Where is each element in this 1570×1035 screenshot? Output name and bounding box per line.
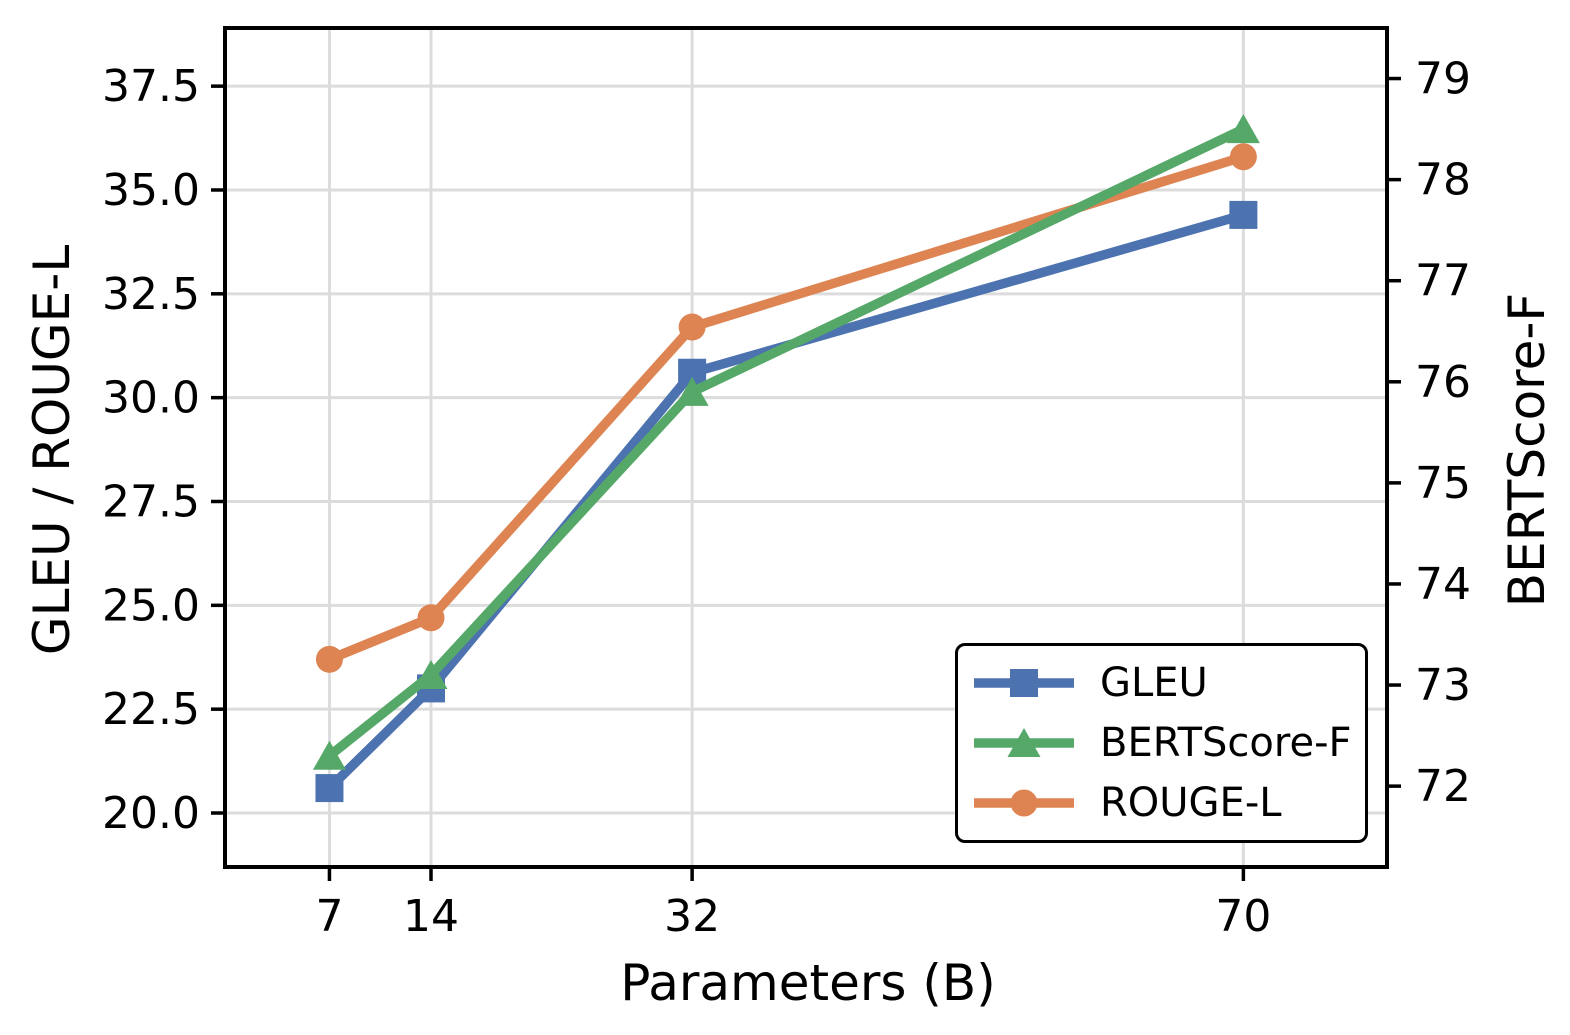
series-bertscore-f (312, 114, 1260, 770)
series-bertscore-f-line (326, 124, 1246, 760)
rouge-line-marker-icon (974, 789, 1074, 817)
legend-sample-marker (1010, 789, 1038, 817)
x-axis-title: Parameters (B) (620, 954, 996, 1012)
legend-sample-marker (1007, 728, 1041, 757)
series-rouge-l-marker (1229, 143, 1257, 171)
left-tick-label: 30.0 (102, 373, 200, 424)
legend-label-rouge: ROUGE-L (1100, 780, 1282, 826)
series-gleu-marker (315, 774, 344, 803)
series-bertscore-f-marker (414, 659, 448, 689)
right-tick-label: 78 (1415, 155, 1471, 206)
legend-label-bertscore: BERTScore-F (1100, 720, 1352, 766)
legend-item-bertscore: BERTScore-F (972, 720, 1365, 766)
left-tick-label: 22.5 (102, 684, 200, 735)
right-tick-label: 74 (1415, 559, 1471, 610)
gleu-line-marker-icon (974, 669, 1074, 697)
grid (225, 28, 1387, 867)
series-rouge-l (315, 143, 1257, 673)
series-bertscore-f-marker (312, 740, 346, 770)
left-tick-label: 37.5 (102, 61, 200, 112)
left-tick-label: 25.0 (102, 580, 200, 631)
right-tick-label: 76 (1415, 357, 1471, 408)
x-tick-label: 32 (664, 891, 720, 942)
right-tick-label: 73 (1415, 660, 1471, 711)
legend-item-rouge: ROUGE-L (972, 780, 1365, 826)
left-axis-title: GLEU / ROUGE-L (23, 244, 81, 656)
bertscore-line-marker-icon (974, 728, 1074, 757)
x-tick-label: 14 (403, 891, 459, 942)
left-tick-label: 27.5 (102, 476, 200, 527)
left-tick-label: 32.5 (102, 269, 200, 320)
right-tick-label: 75 (1415, 458, 1471, 509)
right-tick-label: 79 (1415, 54, 1471, 105)
tick-labels: 20.0 22.5 25.0 27.5 30.0 32.5 35.0 37.5 72 73 74 75… (102, 54, 1471, 942)
series-bertscore-f-marker (1226, 114, 1260, 144)
legend-sample-marker (1010, 669, 1038, 697)
right-tick-label: 77 (1415, 256, 1471, 307)
legend-label-gleu: GLEU (1100, 660, 1208, 706)
right-axis-title: BERTScore-F (1498, 292, 1556, 608)
left-tick-label: 20.0 (102, 788, 200, 839)
series-rouge-l-marker (678, 313, 706, 341)
ticks (211, 76, 1401, 881)
legend: GLEU BERTScore-F ROUGE-L (955, 643, 1368, 843)
series-bertscore-f-marker (675, 376, 709, 406)
series-gleu-marker (1229, 200, 1258, 229)
left-tick-label: 35.0 (102, 165, 200, 216)
series-rouge-l-marker (417, 604, 445, 632)
legend-item-gleu: GLEU (972, 660, 1365, 706)
right-tick-label: 72 (1415, 761, 1471, 812)
x-tick-label: 7 (315, 891, 343, 942)
series-rouge-l-line (327, 152, 1245, 664)
plot-border (223, 26, 1389, 869)
series-rouge-l-marker (315, 645, 343, 673)
x-tick-label: 70 (1215, 891, 1271, 942)
